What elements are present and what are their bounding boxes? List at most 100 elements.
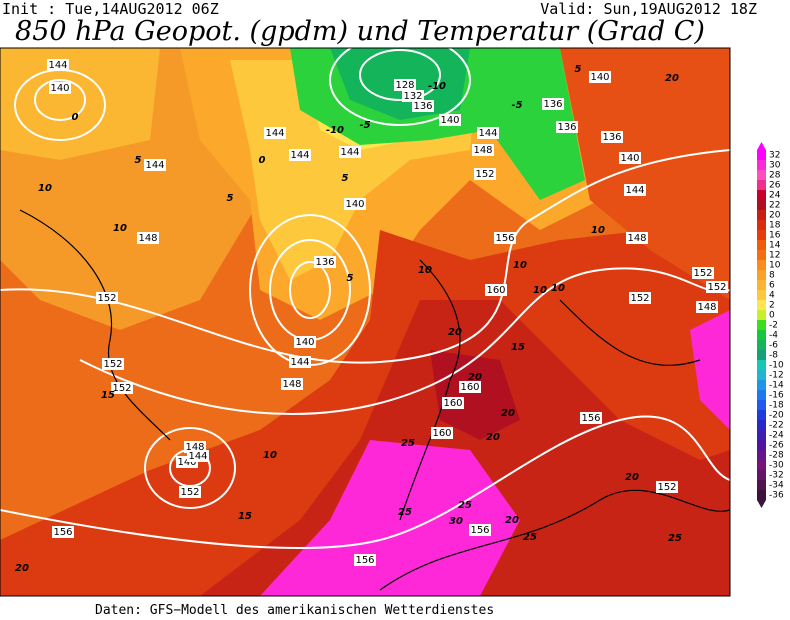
contour-label-box [47,59,69,71]
temperature-label: 20 [665,73,679,84]
colorbar-cell [757,430,766,440]
geopotential-label: 156 [581,413,600,424]
geopotential-label: 140 [295,337,314,348]
temperature-label: 15 [511,342,525,353]
temperature-label: 5 [135,155,142,166]
colorbar-cell [757,390,766,400]
colorbar-cell [757,480,766,490]
geopotential-label: 144 [188,451,207,462]
temperature-label: 10 [551,283,565,294]
colorbar-tick-label: 2 [769,301,775,311]
colorbar-tick-label: 24 [769,191,781,201]
geopotential-label: 144 [145,160,164,171]
geopotential-label: 152 [180,487,199,498]
geopotential-label: 156 [470,525,489,536]
geopotential-label: 148 [282,379,301,390]
contour-label-box [696,301,718,313]
geopotential-label: 136 [557,122,576,133]
geopotential-label: 156 [53,527,72,538]
geopotential-label: 148 [627,233,646,244]
geopotential-label: 148 [185,442,204,453]
colorbar-tick-label: 4 [769,291,775,301]
contour-label-box [137,232,159,244]
colorbar-cell [757,310,766,320]
contour-label-box [102,358,124,370]
geopotential-label: 128 [395,80,414,91]
colorbar-tick-label: 28 [769,171,781,181]
geopotential-label: 140 [345,199,364,210]
geopotential-label: 152 [103,359,122,370]
colorbar-cell [757,260,766,270]
temperature-label: 5 [227,193,234,204]
geopotential-label: 160 [486,285,505,296]
temperature-label: 5 [342,173,349,184]
contour-label-box [459,381,481,393]
geopotential-label: 140 [590,72,609,83]
contour-label-box [494,232,516,244]
contour-label-box [264,127,286,139]
contour-label-box [474,168,496,180]
map-frame [0,47,731,597]
geopotential-label: 144 [625,185,644,196]
colorbar-tick-label: -10 [769,361,784,371]
temperature-label: -5 [511,100,522,111]
colorbar-tick-label: -14 [769,381,784,391]
contour-label-box [629,292,651,304]
map-title: 850 hPa Geopot. (gpdm) und Temperatur (G… [15,16,705,47]
colorbar-tick-label: 16 [769,231,781,241]
colorbar-cell [757,340,766,350]
geopotential-label: 140 [50,83,69,94]
colorbar-tick-label: 12 [769,251,780,261]
contour-label-box [394,79,416,91]
temperature-label: -5 [359,120,370,131]
contour-label-box [281,378,303,390]
colorbar-tick-label: 0 [769,311,775,321]
colorbar-cell [757,200,766,210]
colorbar-cell [757,420,766,430]
colorbar-cell [757,350,766,360]
colorbar-cell [757,400,766,410]
colorbar-cell [757,160,766,170]
geopotential-label: 136 [315,257,334,268]
temperature-label: -10 [326,125,344,136]
temperature-label: 10 [113,223,127,234]
colorbar-cell [757,210,766,220]
geopotential-label: 148 [697,302,716,313]
contour-label-box [556,121,578,133]
contour-label-box [402,90,424,102]
geopotential-label: 152 [97,293,116,304]
contour-label-box [179,486,201,498]
contour-label-box [289,356,311,368]
colorbar-tick-label: -32 [769,471,784,481]
contour-label-box [601,131,623,143]
colorbar-cell [757,230,766,240]
colorbar-cell [757,320,766,330]
contour-label-box [442,397,464,409]
geopotential-label: 144 [48,60,67,71]
colorbar-tick-label: 20 [769,211,781,221]
colorbar-cell [757,490,766,500]
data-source: Daten: GFS−Modell des amerikanischen Wet… [95,603,494,618]
contour-label-box [619,152,641,164]
temperature-label: 0 [72,112,79,123]
contour-label-box [187,450,209,462]
temperature-label: 10 [418,265,432,276]
contour-label-box [477,127,499,139]
geopotential-label: 140 [177,457,196,468]
temperature-label: 20 [448,327,462,338]
colorbar-cell [757,170,766,180]
geopotential-label: 136 [602,132,621,143]
colorbar-tick-label: -20 [769,411,784,421]
colorbar-tick-label: -30 [769,461,784,471]
contour-label-box [339,146,361,158]
colorbar-cell [757,240,766,250]
temperature-label: 10 [533,285,547,296]
temperature-label: 0 [259,155,266,166]
colorbar-tick-label: -8 [769,351,778,361]
geopotential-label: 148 [138,233,157,244]
geopotential-label: 144 [340,147,359,158]
temperature-label: 5 [347,273,354,284]
valid-time: Valid: Sun,19AUG2012 18Z [540,0,757,18]
contour-label-box [589,71,611,83]
colorbar-cell [757,190,766,200]
